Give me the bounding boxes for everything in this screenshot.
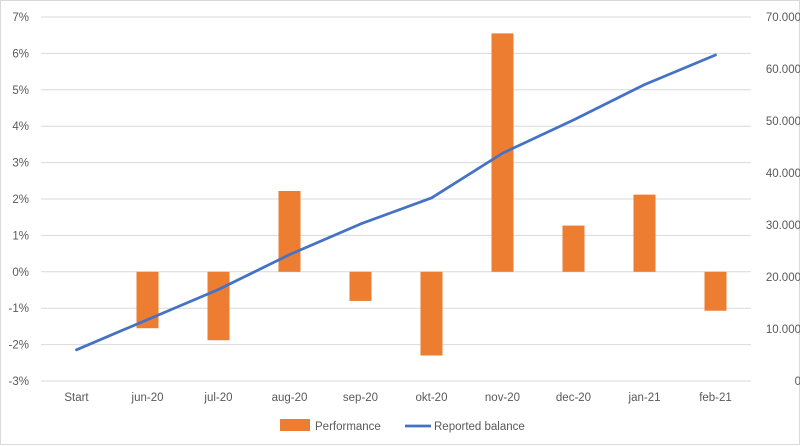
performance-bar	[704, 271, 727, 311]
x-axis-tick-label: dec-20	[556, 392, 591, 404]
right-axis-tick-label: 30.000	[766, 220, 800, 232]
performance-bar	[420, 271, 443, 356]
performance-bar	[136, 271, 159, 329]
legend-swatch-performance	[280, 419, 310, 431]
left-axis-tick-label: 2%	[12, 194, 29, 206]
performance-bar	[349, 271, 372, 301]
right-axis-tick-label: 70.000	[766, 12, 800, 24]
left-axis-tick-label: 5%	[12, 85, 29, 97]
left-axis-tick-label: 3%	[12, 158, 29, 170]
right-axis-tick-label: 50.000	[766, 116, 800, 128]
x-axis-tick-label: sep-20	[343, 392, 378, 404]
x-axis-tick-label: okt-20	[416, 392, 448, 404]
left-axis-tick-label: -1%	[9, 303, 29, 315]
reported-balance-line	[75, 53, 717, 352]
left-axis-tick-label: -2%	[9, 340, 29, 352]
right-axis-tick-label: 20.000	[766, 272, 800, 284]
left-axis-tick-label: 6%	[12, 48, 29, 60]
right-axis-tick-label: 10.000	[766, 324, 800, 336]
performance-bar	[562, 225, 585, 272]
left-axis-tick-label: -3%	[9, 376, 29, 388]
right-axis-tick-label: 0	[795, 376, 800, 388]
x-axis-tick-label: aug-20	[272, 392, 308, 404]
left-axis-tick-label: 7%	[12, 12, 29, 24]
x-axis-tick-label: jan-21	[628, 392, 661, 404]
right-axis-tick-label: 60.000	[766, 64, 800, 76]
left-axis-tick-label: 1%	[12, 230, 29, 242]
performance-bar	[633, 194, 656, 272]
left-axis-tick-label: 4%	[12, 121, 29, 133]
legend-label-performance: Performance	[315, 421, 381, 433]
x-axis-tick-label: jun-20	[131, 392, 164, 404]
x-axis-tick-label: jul-20	[203, 392, 232, 404]
legend-label-reported-balance: Reported balance	[434, 421, 525, 433]
x-axis-tick-label: feb-21	[699, 392, 732, 404]
x-axis-tick-label: Start	[64, 392, 89, 404]
x-axis-tick-label: nov-20	[485, 392, 520, 404]
left-axis-tick-label: 0%	[12, 267, 29, 279]
performance-bar	[207, 271, 230, 341]
right-axis-tick-label: 40.000	[766, 168, 800, 180]
